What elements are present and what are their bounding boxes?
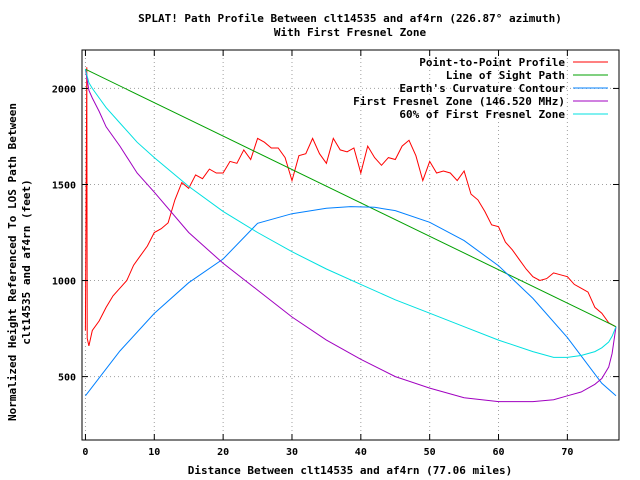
legend-label-60-of-first-fresnel-zone: 60% of First Fresnel Zone	[399, 108, 565, 121]
legend-label-point-to-point-profile: Point-to-Point Profile	[419, 56, 565, 69]
x-tick-label: 70	[561, 447, 573, 458]
legend-label-line-of-sight-path: Line of Sight Path	[446, 69, 565, 82]
chart-subtitle: With First Fresnel Zone	[274, 26, 427, 39]
x-tick-label: 60	[492, 447, 504, 458]
y-tick-label: 500	[58, 373, 76, 384]
y-tick-label: 1000	[52, 277, 76, 288]
legend-label-earth-s-curvature-contour: Earth's Curvature Contour	[399, 82, 565, 95]
series-line-point-to-point-profile	[84, 67, 616, 347]
y-tick-label: 1500	[52, 180, 76, 191]
x-tick-label: 20	[217, 447, 229, 458]
chart-title: SPLAT! Path Profile Between clt14535 and…	[138, 12, 562, 25]
grid	[82, 50, 619, 440]
series-line-first-fresnel-zone-146-520-mhz	[84, 69, 617, 403]
y-axis-label-line-1: Normalized Height Referenced To LOS Path…	[6, 103, 19, 421]
x-tick-label: 40	[355, 447, 367, 458]
y-tick-label: 2000	[52, 84, 76, 95]
x-tick-label: 0	[82, 447, 88, 458]
x-axis-label: Distance Between clt14535 and af4rn (77.…	[188, 464, 513, 477]
plot-frame	[81, 49, 620, 441]
series-line-line-of-sight-path	[85, 68, 617, 328]
axis-ticks: 0 10 20 30 40 50 60 70 500 1000 1500 2000	[52, 50, 619, 458]
x-tick-label: 10	[148, 447, 160, 458]
plot-series	[84, 67, 617, 403]
series-line-60-of-first-fresnel-zone	[84, 69, 617, 358]
series-line-earth-s-curvature-contour	[85, 206, 617, 397]
x-tick-label: 30	[286, 447, 298, 458]
y-axis-label-line-2: clt14535 and af4rn (feet)	[20, 179, 33, 345]
x-tick-label: 50	[424, 447, 436, 458]
legend-label-first-fresnel-zone-146-520-mhz: First Fresnel Zone (146.520 MHz)	[353, 95, 565, 108]
